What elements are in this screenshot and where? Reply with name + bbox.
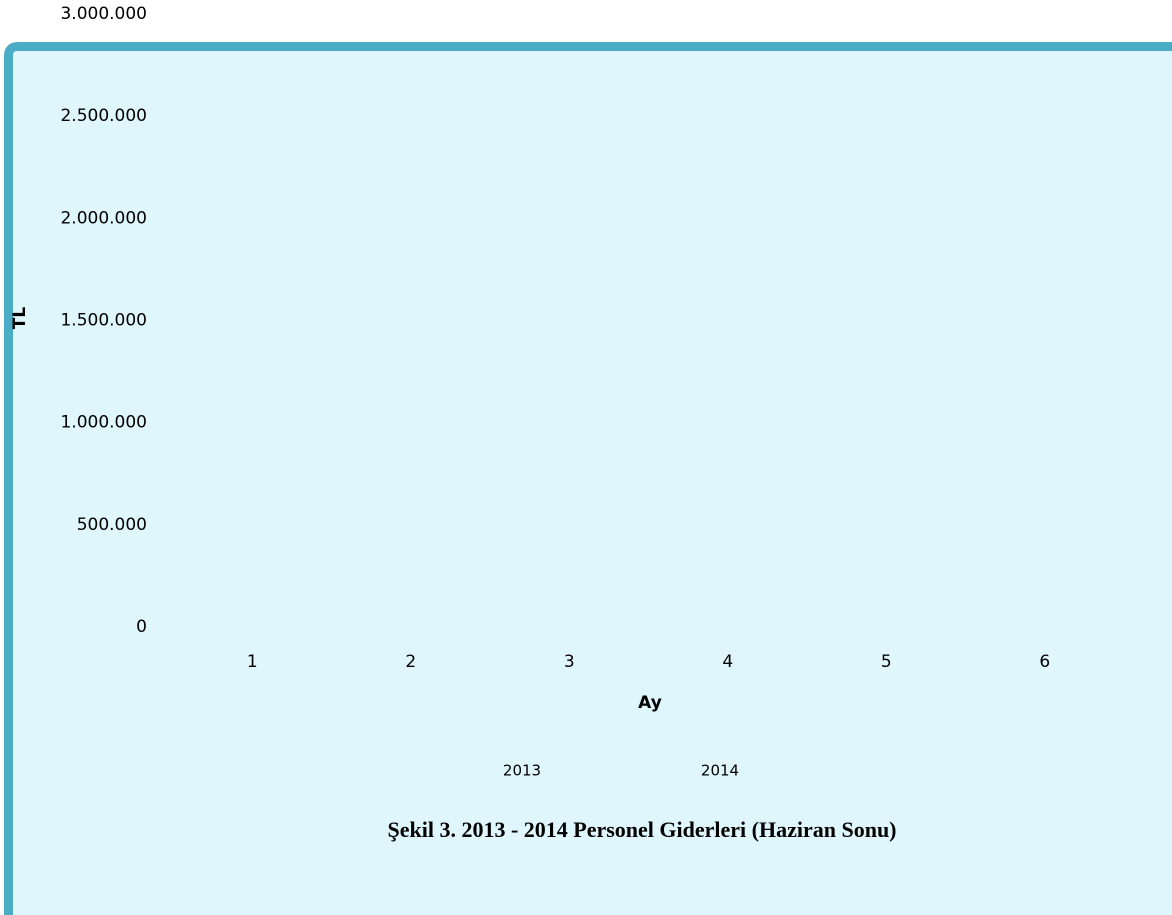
x-tick-label: 3: [564, 652, 575, 672]
legend-label: 2014: [701, 762, 739, 780]
x-tick-label: 5: [881, 652, 892, 672]
x-tick-label: 1: [247, 652, 258, 672]
caption: Şekil 3. 2013 - 2014 Personel Giderleri …: [387, 817, 896, 842]
y-tick-label: 500.000: [77, 515, 147, 535]
frame-border: [4, 42, 1172, 915]
legend-label: 2013: [503, 762, 541, 780]
y-tick-label: 1.500.000: [60, 311, 147, 331]
y-tick-label: 2.500.000: [60, 106, 147, 126]
y-tick-label: 1.000.000: [60, 413, 147, 433]
x-tick-label: 2: [405, 652, 416, 672]
x-axis-title: Ay: [638, 693, 662, 713]
y-tick-label: 2.000.000: [60, 208, 147, 228]
x-tick-label: 4: [722, 652, 733, 672]
y-axis-title: TL: [10, 307, 30, 330]
x-tick-label: 6: [1039, 652, 1050, 672]
y-tick-label: 0: [136, 617, 147, 637]
plot-background: [8, 46, 1172, 915]
y-tick-label: 3.000.000: [60, 4, 147, 24]
